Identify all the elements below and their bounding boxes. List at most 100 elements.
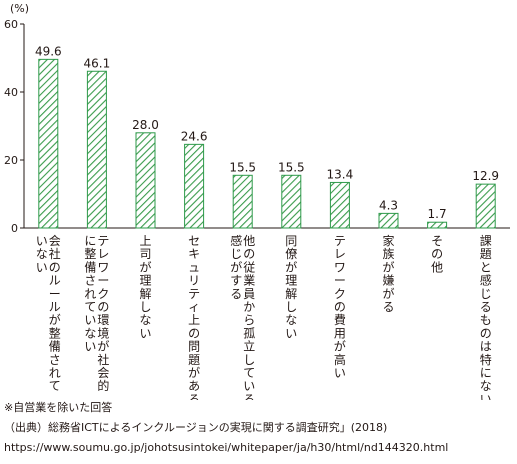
category-label-char: の <box>97 300 109 314</box>
category-label-char: 的 <box>97 378 109 393</box>
bar <box>329 181 350 229</box>
category-label-char: じ <box>480 287 492 301</box>
bar-chart: 0 20 40 60 49.6 46.1 28.0 24.6 15.5 15.5 13.4 4.3 1… <box>4 18 510 400</box>
category-label-char: る <box>230 287 242 301</box>
category-label-char: し <box>285 300 297 314</box>
category-label: その他 <box>431 234 443 274</box>
category-label-char: 業 <box>243 274 255 288</box>
category-label-char: ク <box>97 287 109 301</box>
category-label-char: が <box>285 259 297 274</box>
category-label-char: ク <box>334 287 346 301</box>
category-label-char: が <box>382 259 394 274</box>
data-label: 4.3 <box>379 198 398 212</box>
bar <box>281 174 302 229</box>
category-label-char: 理 <box>139 274 151 288</box>
category-label-char: も <box>480 313 492 327</box>
bar <box>427 221 448 229</box>
category-label-char: 問 <box>188 340 200 354</box>
category-label-char: は <box>480 340 492 354</box>
category-label-char: 立 <box>243 339 255 354</box>
category-label-char: 感 <box>230 233 242 248</box>
category-label-char: さ <box>49 353 61 367</box>
category-label-char: 備 <box>49 339 61 354</box>
category-label-char: る <box>382 300 394 314</box>
category-label-char: 会 <box>97 366 109 380</box>
category-label-char: テ <box>97 234 109 248</box>
category-label-char: 孤 <box>243 326 255 340</box>
category-label-char: 用 <box>334 326 346 340</box>
category-label-char: る <box>480 300 492 314</box>
category-label-char: な <box>84 326 96 340</box>
category-label-char: レ <box>334 247 346 261</box>
data-label: 46.1 <box>84 56 111 70</box>
category-label-char: 整 <box>84 246 96 261</box>
category-label-char: の <box>334 300 346 314</box>
category-label-char: に <box>84 234 96 248</box>
category-label-char: に <box>480 366 492 380</box>
y-tick-label: 60 <box>4 18 18 31</box>
source-citation: （出典）総務省ICTによるインクルージョンの実現に関する調査研究」(2018) <box>4 421 388 434</box>
category-label-char: し <box>243 353 255 367</box>
category-label-char: 環 <box>97 313 109 327</box>
category-label-char: な <box>36 247 48 261</box>
category-label-char: い <box>285 326 297 340</box>
category-label-char: そ <box>431 234 443 248</box>
category-label-char: が <box>49 312 61 327</box>
category-label-char: が <box>382 286 394 301</box>
category-label-char: あ <box>188 379 200 393</box>
category-label-char: な <box>480 379 492 393</box>
category-label-char: る <box>243 392 255 400</box>
category-label-char: な <box>285 313 297 327</box>
category-label-char: レ <box>97 247 109 261</box>
category-label-char: 社 <box>97 352 109 367</box>
category-label-char: テ <box>334 234 346 248</box>
category-label-char: 備 <box>84 259 96 274</box>
bar <box>184 143 205 229</box>
category-label-char: と <box>480 260 492 274</box>
category-label-char: 社 <box>49 246 61 261</box>
data-label: 13.4 <box>327 167 354 181</box>
category-label-char: 整 <box>49 325 61 340</box>
category-label-char: が <box>230 259 242 274</box>
data-label: 15.5 <box>229 160 256 174</box>
y-tick-label: 20 <box>4 154 18 167</box>
category-label-char: 司 <box>139 247 151 261</box>
category-label-char: 課 <box>480 233 492 248</box>
bar <box>475 183 496 229</box>
bar <box>86 70 107 229</box>
category-label-char: 解 <box>285 287 297 301</box>
category-label-char: 従 <box>243 260 255 274</box>
value-labels: 49.6 46.1 28.0 24.6 15.5 15.5 13.4 4.3 1.7 12.9 <box>35 44 499 221</box>
category-label-char: セ <box>188 234 200 248</box>
data-label: 15.5 <box>278 160 305 174</box>
category-label-char: て <box>84 300 96 314</box>
category-label-char: い <box>36 260 48 274</box>
data-label: 24.6 <box>181 129 208 143</box>
category-label-char: ル <box>49 300 61 314</box>
y-tick-label: 40 <box>4 86 18 99</box>
category-label-char: い <box>334 366 346 380</box>
category-label-char: る <box>188 392 200 400</box>
category-label-char: が <box>188 365 200 380</box>
category-label-char: の <box>243 247 255 261</box>
category-label-char: キ <box>188 247 200 261</box>
category-label-char: 題 <box>480 247 492 261</box>
category-label-char: 他 <box>243 234 255 248</box>
category-label-char: い <box>480 392 492 400</box>
category-label-char: が <box>139 259 151 274</box>
category-label-char: て <box>49 379 61 393</box>
category-label-char: ワ <box>334 260 346 274</box>
category-label-char: テ <box>188 287 200 301</box>
category-label-char: 題 <box>188 353 200 367</box>
category-label-char: か <box>243 300 255 314</box>
category-label-char: が <box>97 339 109 354</box>
y-tick-label: 0 <box>11 222 18 235</box>
category-label-char: 解 <box>139 287 151 301</box>
category-label-char: 上 <box>139 234 151 248</box>
